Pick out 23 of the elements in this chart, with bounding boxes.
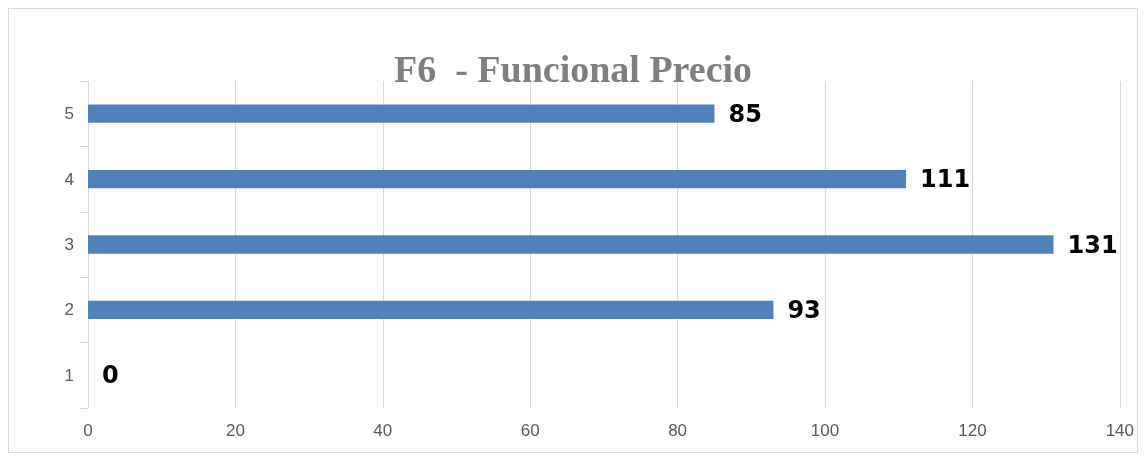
bar [88,169,907,189]
data-label: 85 [728,99,762,128]
x-tick-label: 0 [83,421,93,440]
chart-title: F6 - Funcional Precio [393,48,753,90]
bar [88,104,715,123]
bar [88,300,774,320]
x-tick-label: 140 [1105,421,1135,440]
x-tick-label: 60 [520,421,540,440]
y-tick-label: 1 [64,365,74,385]
data-label: 93 [787,295,821,324]
y-tick-label: 4 [64,169,74,189]
x-tick-label: 40 [373,421,393,440]
data-label: 131 [1067,230,1118,259]
x-tick-label: 120 [958,421,987,440]
y-tick-label: 3 [64,235,74,254]
x-tick-label: 80 [668,421,688,440]
bar [88,235,1054,254]
y-tick-label: 2 [64,300,74,320]
data-label: 111 [920,165,971,194]
data-label: 0 [102,361,119,390]
y-tick-label: 5 [64,104,74,124]
x-tick-label: 20 [225,421,245,440]
x-tick-label: 100 [810,421,840,440]
